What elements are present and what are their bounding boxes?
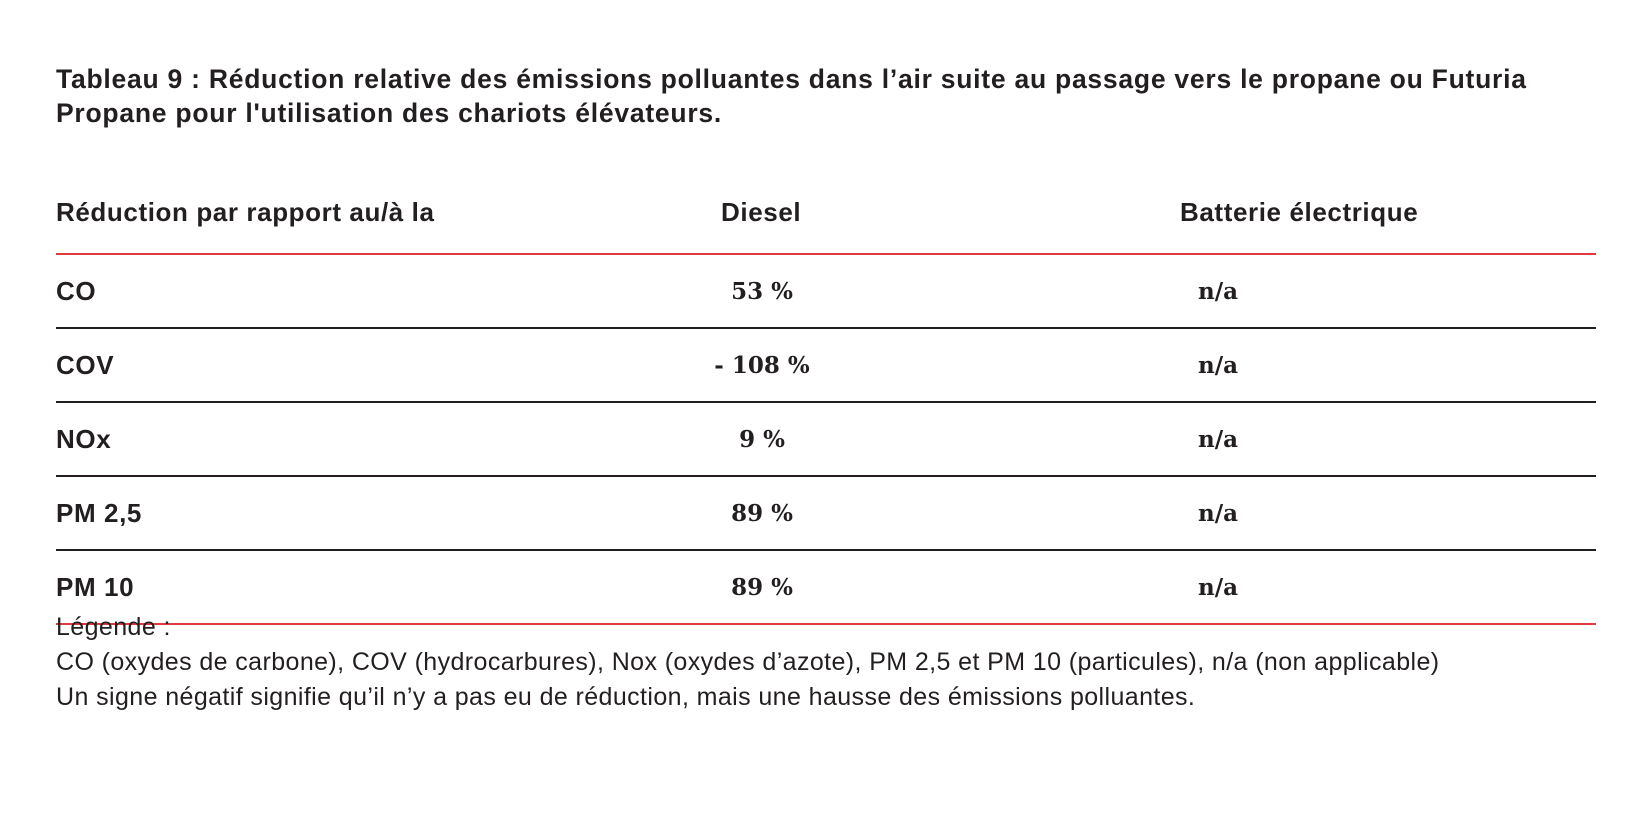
pollutant-cell: CO xyxy=(56,254,612,329)
pollutant-cell: PM 10 xyxy=(56,550,612,625)
legend: Légende : CO (oxydes de carbone), COV (h… xyxy=(56,610,1636,715)
table-header-row: Réduction par rapport au/à la Diesel Bat… xyxy=(56,178,1596,255)
pollutant-cell: NOx xyxy=(56,402,612,477)
battery-value: n/a xyxy=(1197,351,1239,379)
table-row: NOx 9 % n/a xyxy=(56,402,1596,477)
battery-value: n/a xyxy=(1197,425,1239,453)
legend-negative-note: Un signe négatif signifie qu’il n’y a pa… xyxy=(56,683,1196,711)
diesel-value: 89 % xyxy=(731,499,793,527)
pollutant-cell: COV xyxy=(56,328,612,403)
table-caption: Tableau 9 : Réduction relative des émiss… xyxy=(56,64,1527,128)
header-diesel: Diesel xyxy=(612,178,942,255)
diesel-value: 9 % xyxy=(739,425,785,453)
table-row: CO 53 % n/a xyxy=(56,254,1596,329)
emissions-table: Réduction par rapport au/à la Diesel Bat… xyxy=(56,178,1596,625)
header-reference: Réduction par rapport au/à la xyxy=(56,178,612,255)
battery-value: n/a xyxy=(1197,277,1239,305)
diesel-value: - 108 % xyxy=(714,351,810,379)
emissions-table-container: Réduction par rapport au/à la Diesel Bat… xyxy=(56,178,1596,625)
table-row: COV - 108 % n/a xyxy=(56,328,1596,403)
legend-heading: Légende : xyxy=(56,613,171,641)
table-row: PM 2,5 89 % n/a xyxy=(56,476,1596,551)
header-battery: Batterie électrique xyxy=(942,178,1596,255)
battery-value: n/a xyxy=(1197,499,1239,527)
pollutant-cell: PM 2,5 xyxy=(56,476,612,551)
diesel-value: 89 % xyxy=(731,573,793,601)
diesel-value: 53 % xyxy=(731,277,793,305)
battery-value: n/a xyxy=(1197,573,1239,601)
legend-abbreviations: CO (oxydes de carbone), COV (hydrocarbur… xyxy=(56,648,1440,676)
table-row: PM 10 89 % n/a xyxy=(56,550,1596,625)
